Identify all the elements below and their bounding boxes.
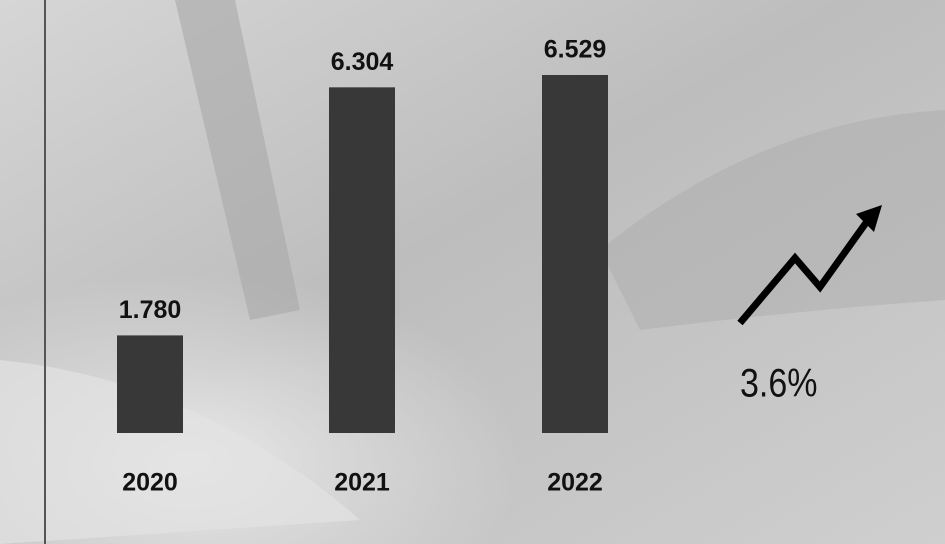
x-tick-label: 2020 xyxy=(122,469,178,497)
value-label: 6.529 xyxy=(544,36,607,64)
background-shape xyxy=(175,0,300,320)
background-shape xyxy=(0,360,360,544)
x-tick-label: 2022 xyxy=(547,469,603,497)
bar xyxy=(542,75,608,433)
value-label: 1.780 xyxy=(119,296,182,324)
trend-arrow xyxy=(737,217,871,326)
annotation: 3.6% xyxy=(740,360,817,405)
trend-arrow-head xyxy=(856,205,882,232)
bar xyxy=(117,335,183,433)
x-tick-label: 2021 xyxy=(334,469,390,497)
value-label: 6.304 xyxy=(331,48,394,76)
background-shape xyxy=(600,110,945,330)
bar xyxy=(329,87,395,433)
